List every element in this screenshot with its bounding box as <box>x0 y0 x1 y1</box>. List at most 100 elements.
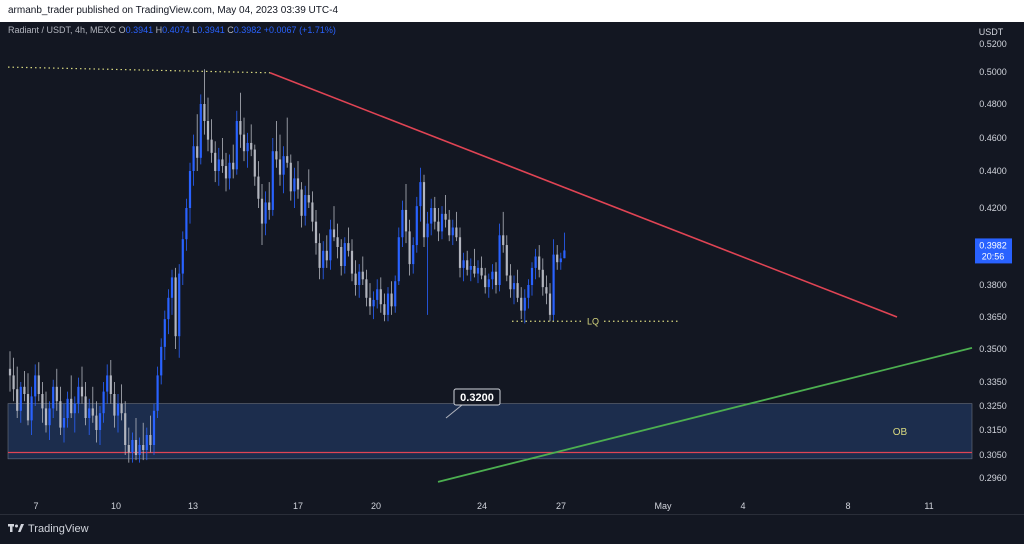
currency-label: USDT <box>979 27 1004 37</box>
candle-body <box>250 142 253 150</box>
candle-body <box>394 281 397 307</box>
candle-body <box>44 408 48 426</box>
candle-body <box>368 297 372 307</box>
candle-body <box>455 227 458 238</box>
candle-body <box>156 375 159 411</box>
price-axis-label: 0.3150 <box>979 425 1007 435</box>
ob-zone <box>7 403 973 460</box>
candle-body <box>304 195 307 216</box>
candle-body <box>196 146 199 158</box>
candle-body <box>210 139 213 153</box>
candle-body <box>487 279 490 288</box>
candle-body <box>77 386 80 404</box>
candle-body <box>59 401 62 428</box>
candle-body <box>138 445 141 455</box>
candle-body <box>160 346 163 376</box>
candle-body <box>30 396 33 421</box>
candle-body <box>131 440 134 453</box>
candle-body <box>559 258 562 263</box>
time-axis-label: 27 <box>556 501 566 511</box>
candle-body <box>548 293 552 315</box>
candle-body <box>462 260 465 268</box>
candle-body <box>268 202 271 210</box>
candle-body <box>163 319 166 347</box>
candle-body <box>48 408 51 426</box>
candle-body <box>365 279 368 298</box>
candle-body <box>534 256 537 268</box>
candle-body <box>343 243 346 266</box>
candle-body <box>167 297 170 320</box>
time-axis-label: 8 <box>845 501 850 511</box>
candle-body <box>19 386 22 411</box>
candle-body <box>307 195 310 203</box>
candle-body <box>523 297 526 311</box>
candle-body <box>106 375 109 392</box>
publish-header: armanb_trader published on TradingView.c… <box>0 0 1024 22</box>
candle-body <box>451 227 454 236</box>
price-axis-label: 0.3050 <box>979 450 1007 460</box>
candle-body <box>318 243 321 268</box>
time-axis-label: 13 <box>188 501 198 511</box>
candle-body <box>300 189 303 216</box>
candle-body <box>314 221 318 244</box>
change-value: +0.0067 (+1.71%) <box>263 25 336 35</box>
candle-body <box>458 237 462 268</box>
candle-body <box>311 202 314 222</box>
price-axis-label: 0.4600 <box>979 133 1007 143</box>
candle-body <box>390 293 393 307</box>
candle-body <box>379 289 382 305</box>
low-value: 0.3941 <box>197 25 225 35</box>
open-label: O <box>118 25 126 35</box>
price-axis-label: 0.3500 <box>979 344 1007 354</box>
candle-body <box>152 410 156 445</box>
publish-text: armanb_trader published on TradingView.c… <box>8 5 339 16</box>
candle-body <box>512 283 516 290</box>
candle-body <box>91 408 94 416</box>
price-axis: 0.5200 0.5000 0.4800 0.4600 0.4400 0.4200 0.40… <box>979 39 1007 483</box>
candle-body <box>480 267 483 276</box>
time-axis-label: 17 <box>293 501 303 511</box>
candle-body <box>113 394 116 416</box>
ob-label: OB <box>893 427 908 438</box>
candle-body <box>530 267 534 285</box>
support-line <box>437 347 973 483</box>
candle-body <box>142 445 145 450</box>
candle-body <box>361 271 364 280</box>
candle-body <box>484 275 487 288</box>
pre-trend-dotted-line <box>7 66 271 74</box>
candle-body <box>289 162 292 192</box>
candle-body <box>127 445 130 453</box>
candle-body <box>109 375 112 394</box>
candle-body <box>286 156 289 163</box>
candle-body <box>23 386 26 394</box>
candle-body <box>404 209 408 232</box>
candle-body <box>55 386 58 402</box>
candle-body <box>476 267 480 274</box>
time-axis: 7 10 13 17 20 24 27 May 4 8 11 <box>33 501 933 511</box>
candle-body <box>271 151 274 210</box>
candle-body <box>494 271 498 285</box>
candle-body <box>350 250 354 274</box>
candle-body <box>516 283 519 298</box>
price-axis-label: 0.5000 <box>979 67 1007 77</box>
candle-body <box>469 266 472 270</box>
candle-body <box>8 368 12 376</box>
candle-body <box>401 209 404 238</box>
candle-body <box>422 182 426 238</box>
price-axis-label: 0.4200 <box>979 203 1007 213</box>
candle-body <box>329 229 332 261</box>
candle-body <box>563 250 566 259</box>
price-axis-label: 0.2960 <box>979 473 1007 483</box>
time-axis-label: 7 <box>33 501 38 511</box>
price-axis-label: 0.5200 <box>979 39 1007 49</box>
candle-body <box>340 247 343 266</box>
candle-body <box>84 396 87 418</box>
price-axis-label: 0.4800 <box>979 99 1007 109</box>
candle-body <box>203 104 206 121</box>
candle-body <box>228 162 231 179</box>
footer-bar: TradingView <box>0 514 1024 544</box>
candle-body <box>448 219 451 236</box>
candle-body <box>235 121 238 170</box>
high-value: 0.4074 <box>162 25 190 35</box>
